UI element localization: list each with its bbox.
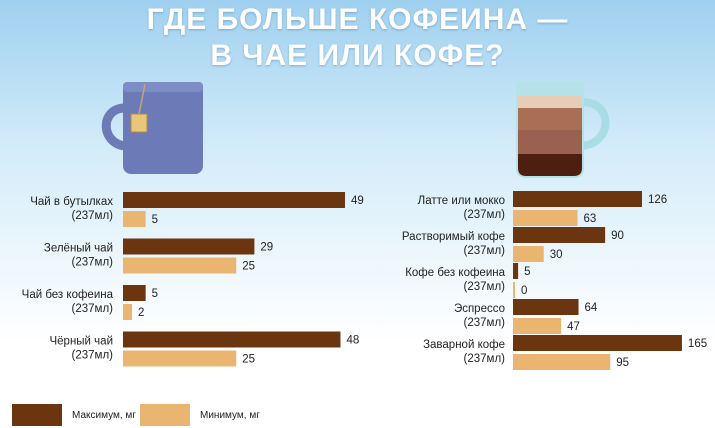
value-label-min: 47	[567, 321, 580, 333]
legend-min: Минимум, мг	[140, 404, 260, 426]
legend-max-swatch	[12, 404, 62, 426]
category-label: Растворимый кофе	[402, 231, 505, 243]
category-label: Зелёный чай	[44, 243, 113, 255]
bar-min	[123, 211, 146, 227]
value-label-max: 5	[152, 288, 158, 300]
category-volume-label: (237мл)	[72, 210, 114, 222]
value-label-min: 25	[242, 354, 255, 366]
value-label-max: 48	[346, 335, 359, 347]
bar-min	[513, 210, 578, 226]
value-label-max: 49	[351, 195, 364, 207]
legend-min-swatch	[140, 404, 190, 426]
category-label: Латте или мокко	[418, 195, 505, 207]
category-label: Чай без кофеина	[22, 289, 114, 301]
bar-max	[123, 192, 345, 208]
category-label: Эспрессо	[454, 303, 505, 315]
value-label-min: 95	[616, 357, 629, 369]
bar-min	[513, 318, 562, 334]
value-label-max: 90	[611, 230, 624, 242]
category-volume-label: (237мл)	[464, 317, 506, 329]
tea-mug-icon	[101, 82, 203, 174]
category-volume-label: (237мл)	[464, 281, 506, 293]
bar-max	[123, 238, 255, 255]
legend-max: Максимум, мг	[12, 404, 136, 426]
bar-min	[513, 246, 544, 262]
value-label-max: 165	[688, 338, 707, 350]
page-title: ГДЕ БОЛЬШЕ КОФЕИНА — В ЧАЕ ИЛИ КОФЕ?	[0, 2, 715, 74]
bar-max	[123, 285, 146, 301]
category-label: Кофе без кофеина	[405, 267, 505, 279]
value-label-max: 126	[648, 194, 667, 206]
value-label-max: 64	[585, 302, 598, 314]
value-label-max: 29	[260, 242, 273, 254]
bar-max	[513, 263, 519, 279]
bar-min	[123, 257, 237, 274]
title-line-1: ГДЕ БОЛЬШЕ КОФЕИНА —	[146, 3, 569, 36]
category-label: Чёрный чай	[49, 336, 113, 348]
value-label-min: 25	[242, 261, 255, 273]
category-label: Чай в бутылках	[30, 196, 113, 208]
bar-min	[513, 354, 611, 370]
category-volume-label: (237мл)	[464, 245, 506, 257]
category-volume-label: (237мл)	[464, 209, 506, 221]
category-volume-label: (237мл)	[72, 303, 114, 315]
category-volume-label: (237мл)	[72, 257, 114, 269]
value-label-min: 63	[584, 213, 597, 225]
value-label-min: 5	[152, 214, 158, 226]
bar-max	[123, 331, 341, 348]
bar-min	[123, 304, 133, 320]
bar-max	[513, 227, 606, 243]
value-label-min: 2	[138, 307, 144, 319]
category-volume-label: (237мл)	[464, 353, 506, 365]
bar-min	[123, 350, 237, 367]
category-volume-label: (237мл)	[72, 350, 114, 362]
value-label-max: 5	[524, 266, 530, 278]
legend-min-label: Минимум, мг	[200, 409, 260, 421]
bar-max	[513, 335, 682, 351]
bar-min	[513, 282, 515, 298]
bar-max	[513, 299, 579, 315]
title-line-2: В ЧАЕ ИЛИ КОФЕ?	[210, 39, 505, 72]
coffee-glass-icon	[516, 82, 610, 178]
value-label-min: 30	[550, 249, 563, 261]
value-label-min: 0	[521, 285, 527, 297]
legend-max-label: Максимум, мг	[72, 409, 136, 421]
bar-max	[513, 191, 642, 207]
category-label: Заварной кофе	[423, 339, 505, 351]
